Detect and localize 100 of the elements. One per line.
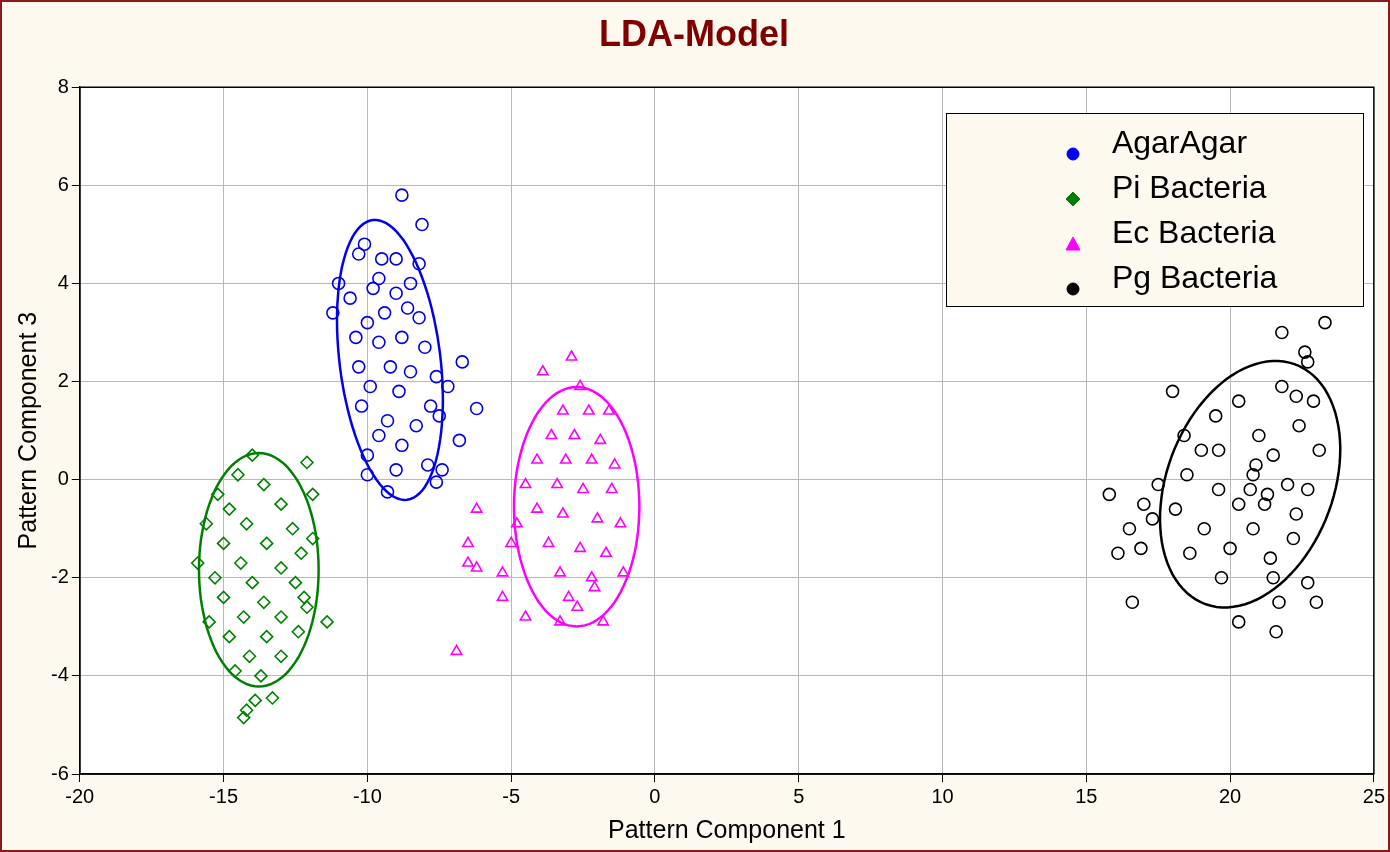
- point: [305, 531, 320, 546]
- point: [1275, 325, 1289, 340]
- point: [1211, 482, 1226, 497]
- point: [1134, 541, 1148, 556]
- point: [608, 458, 621, 469]
- point: [574, 541, 587, 553]
- point: [199, 517, 214, 531]
- point: [1102, 487, 1117, 502]
- point: [190, 556, 205, 570]
- y-tick-label: -4: [50, 663, 69, 686]
- point: [519, 610, 532, 621]
- point: [1318, 315, 1332, 330]
- point: [1214, 570, 1229, 585]
- point: [556, 507, 569, 518]
- point: [542, 536, 555, 548]
- x-tick-label: 25: [1362, 784, 1385, 807]
- point: [351, 360, 366, 374]
- point: [577, 482, 590, 494]
- x-tick-label: -5: [502, 784, 521, 807]
- point: [1272, 595, 1286, 610]
- point: [554, 566, 567, 577]
- point: [1111, 546, 1125, 561]
- point: [568, 428, 581, 440]
- point: [228, 664, 242, 678]
- point: [372, 335, 386, 350]
- point: [245, 448, 260, 462]
- point: [455, 355, 470, 369]
- chart-title: LDA-Model: [599, 12, 789, 54]
- point: [562, 590, 575, 602]
- point: [1280, 477, 1295, 492]
- point: [1300, 355, 1315, 369]
- legend-label: Pi Bacteria: [1111, 169, 1267, 207]
- point: [551, 477, 564, 489]
- point: [1275, 379, 1289, 394]
- x-tick-label: -10: [352, 784, 382, 807]
- point: [360, 448, 375, 462]
- point: [297, 590, 311, 605]
- point: [1257, 497, 1272, 511]
- point: [300, 455, 314, 470]
- point: [614, 517, 627, 528]
- point: [254, 669, 268, 683]
- point: [242, 649, 257, 664]
- point: [274, 610, 288, 624]
- point: [545, 428, 558, 440]
- point: [274, 649, 288, 664]
- point: [374, 252, 389, 266]
- point: [1122, 521, 1137, 536]
- y-axis-title: Pattern Component 3: [12, 311, 41, 550]
- point: [1249, 458, 1263, 472]
- point: [291, 624, 306, 639]
- point: [585, 453, 598, 464]
- point: [305, 487, 320, 502]
- x-tick-label: 5: [793, 784, 805, 807]
- point: [389, 463, 403, 477]
- point: [1211, 443, 1226, 458]
- point: [556, 404, 569, 415]
- point: [1231, 615, 1246, 629]
- point: [462, 556, 475, 567]
- point: [1292, 418, 1306, 433]
- point: [435, 463, 449, 477]
- point: [588, 580, 601, 592]
- point: [505, 536, 518, 548]
- point: [234, 556, 248, 570]
- point: [392, 384, 406, 399]
- x-tick-label: 20: [1218, 784, 1242, 807]
- point: [1231, 497, 1246, 511]
- point: [617, 566, 630, 577]
- point: [432, 409, 447, 423]
- point: [208, 570, 222, 585]
- point: [265, 691, 280, 705]
- point: [1208, 409, 1223, 423]
- point: [239, 517, 254, 531]
- point: [600, 546, 613, 558]
- point: [597, 615, 610, 626]
- point: [1180, 467, 1194, 482]
- legend-label: Pg Bacteria: [1111, 259, 1278, 297]
- point: [1289, 507, 1304, 521]
- point: [418, 340, 432, 354]
- point: [1125, 595, 1140, 610]
- point: [360, 467, 375, 482]
- point: [245, 575, 260, 590]
- point: [469, 401, 484, 416]
- y-tick-label: 0: [57, 467, 69, 490]
- point: [420, 458, 435, 472]
- point: [380, 413, 395, 428]
- x-tick-label: -15: [209, 784, 239, 807]
- point: [1260, 487, 1275, 502]
- point: [574, 379, 587, 391]
- point: [389, 286, 403, 301]
- point: [1151, 477, 1165, 492]
- point: [531, 453, 544, 464]
- x-axis-title: Pattern Component 1: [608, 814, 846, 843]
- point: [1246, 521, 1260, 536]
- point: [594, 433, 607, 445]
- point: [349, 330, 363, 345]
- y-tick-label: -2: [50, 565, 69, 588]
- point: [1194, 443, 1209, 458]
- point: [300, 600, 314, 615]
- point: [565, 350, 578, 361]
- point: [274, 497, 288, 511]
